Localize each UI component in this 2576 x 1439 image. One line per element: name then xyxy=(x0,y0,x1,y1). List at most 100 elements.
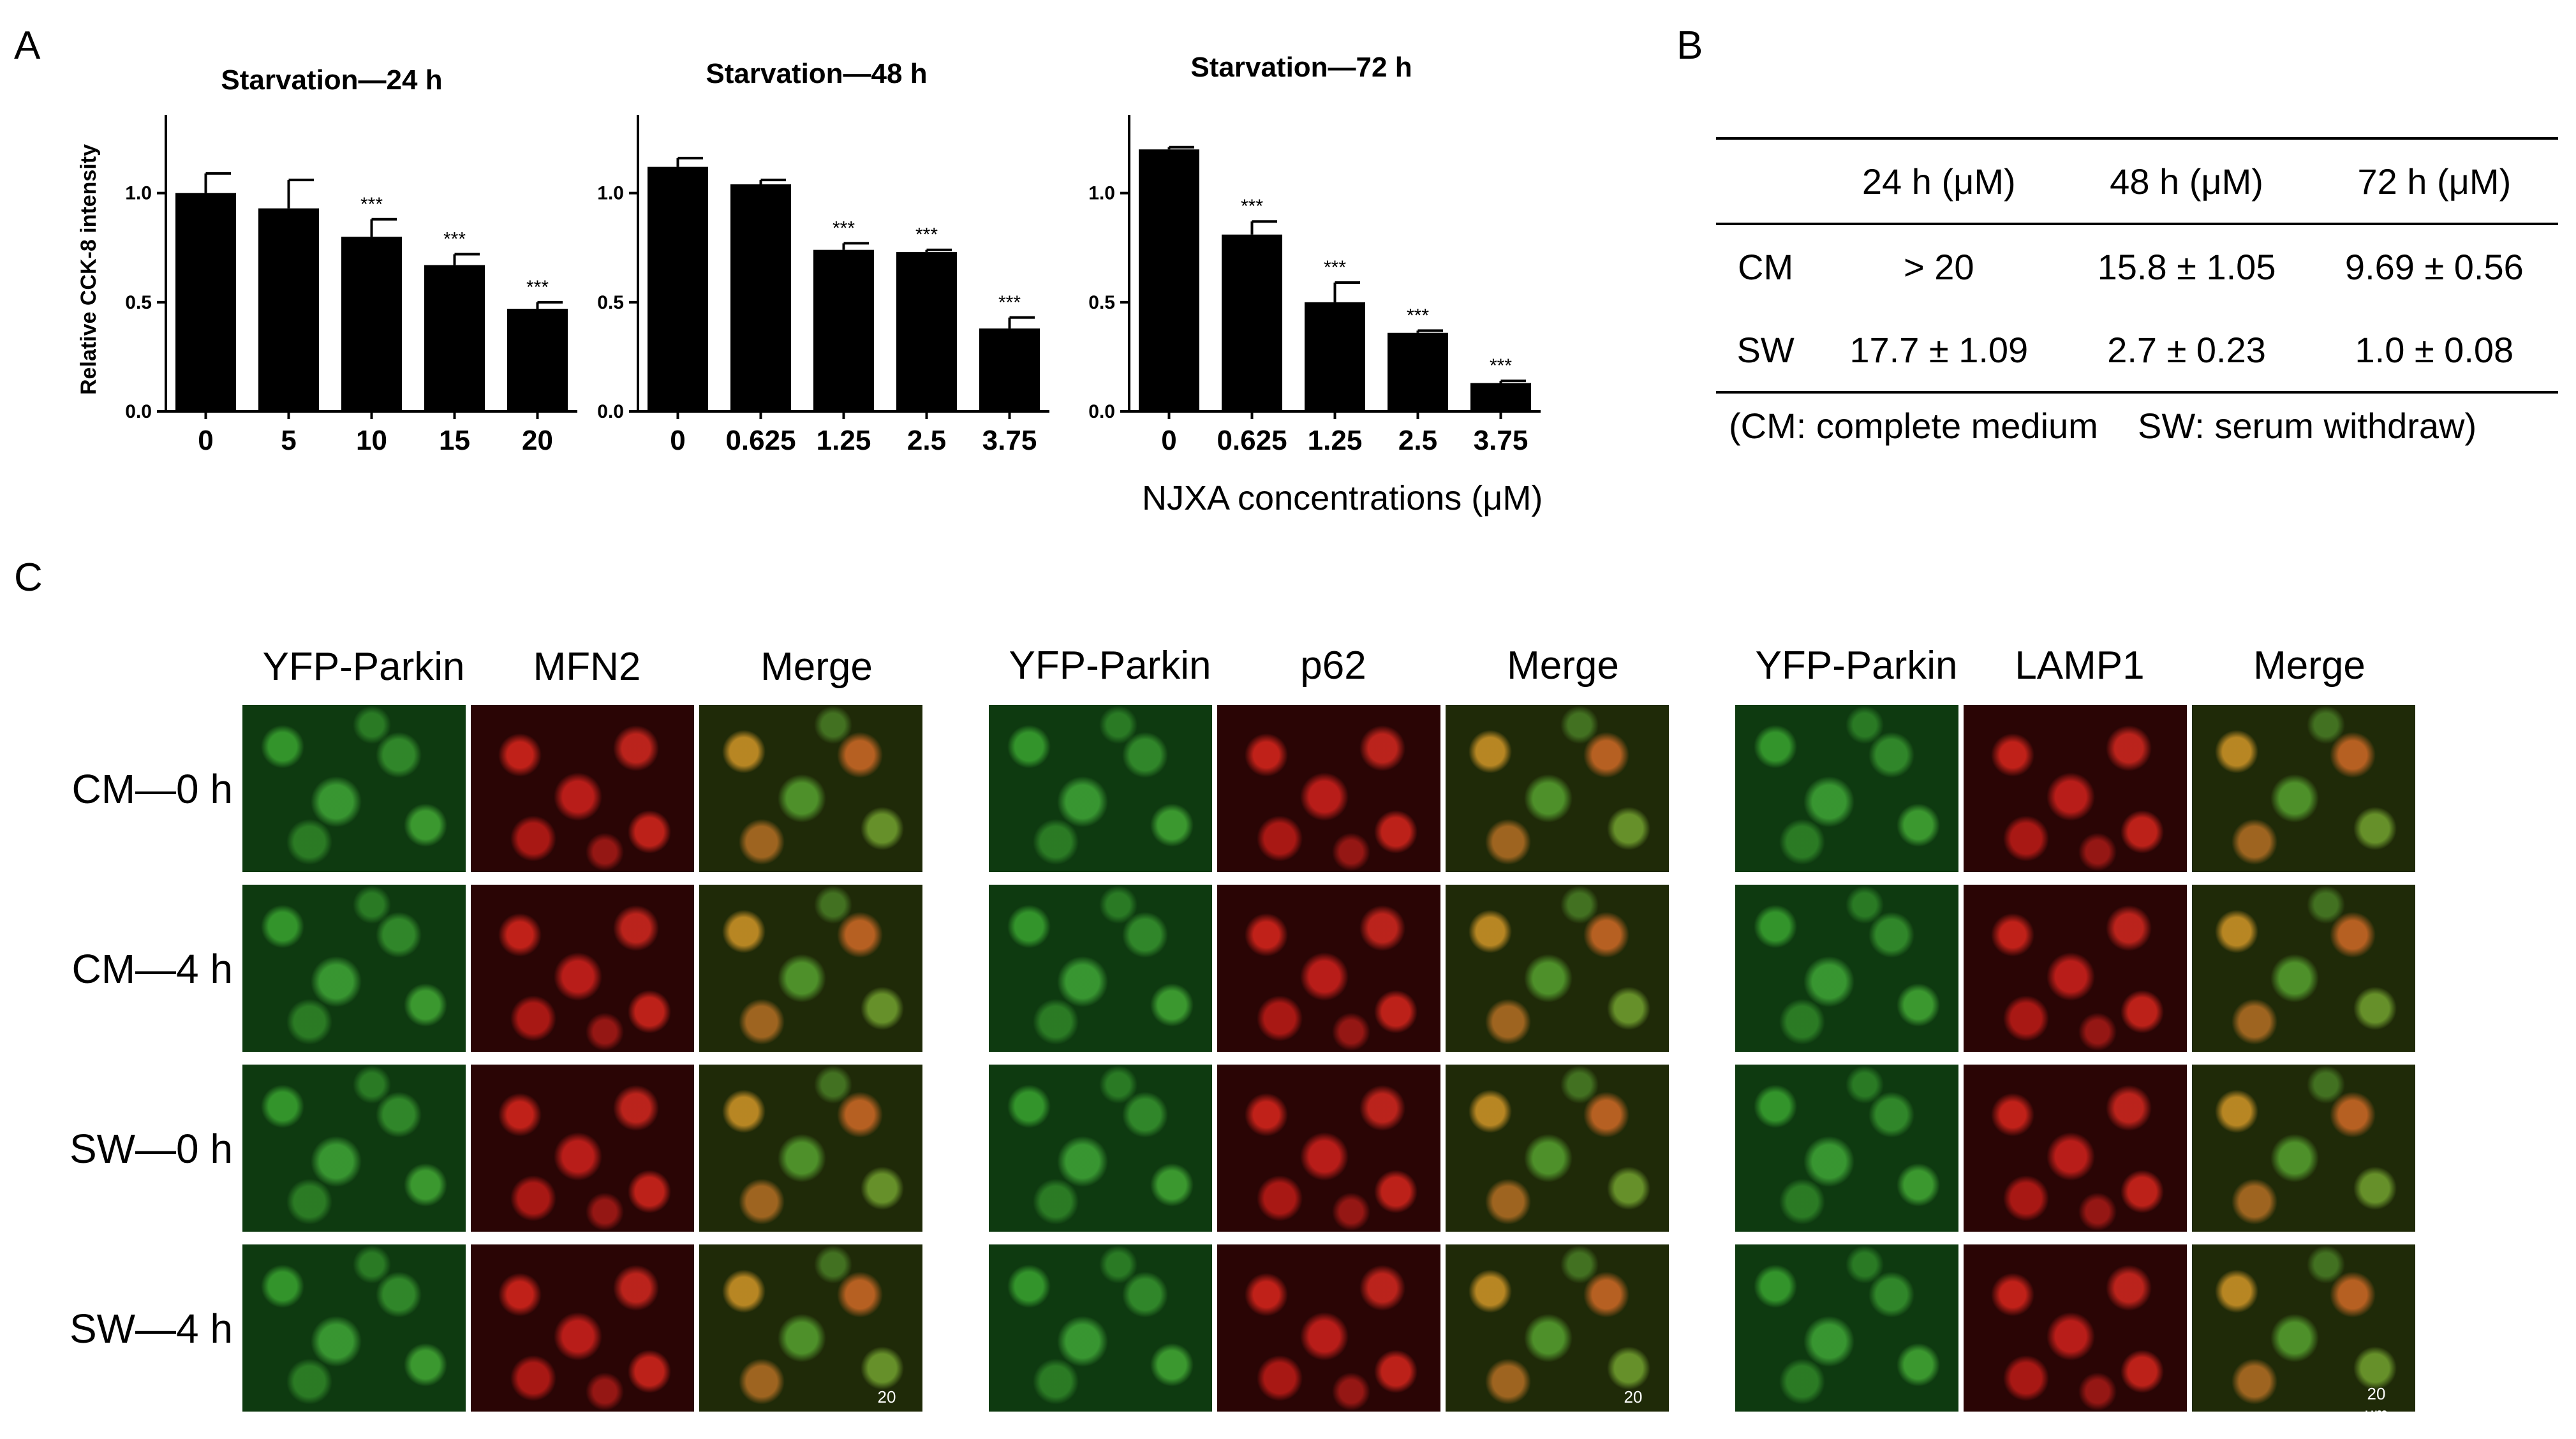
table-cell: SW xyxy=(1716,308,1816,394)
table-header-cell: 24 h (μM) xyxy=(1815,137,2063,225)
x-tick-label: 0.625 xyxy=(725,425,796,456)
significance-label: *** xyxy=(915,225,938,246)
marker-channel-image xyxy=(471,705,694,872)
x-tick-label: 3.75 xyxy=(982,425,1037,456)
marker-channel-image xyxy=(471,1244,694,1412)
y-tick-label: 0.0 xyxy=(1088,401,1115,422)
row-header: SW—4 h xyxy=(69,1306,233,1352)
bar xyxy=(648,166,708,411)
significance-label: *** xyxy=(360,194,383,215)
marker-channel-image xyxy=(1964,1244,2187,1412)
marker-channel-image xyxy=(1217,1065,1440,1232)
row-header: CM—4 h xyxy=(71,946,233,992)
x-tick-label: 15 xyxy=(439,425,470,456)
chart-title: Starvation—48 h xyxy=(706,58,927,89)
x-tick-label: 1.25 xyxy=(1308,425,1363,456)
bar xyxy=(341,237,402,411)
y-tick-label: 0.5 xyxy=(125,292,152,313)
y-tick-label: 1.0 xyxy=(597,183,624,204)
significance-label: *** xyxy=(833,218,855,239)
yfp-channel-image xyxy=(989,1244,1212,1412)
chart-title: Starvation—72 h xyxy=(1190,52,1412,83)
column-header: YFP-Parkin xyxy=(1009,644,1211,688)
scale-bar-line xyxy=(1620,1428,1646,1434)
bar xyxy=(813,249,874,411)
bar xyxy=(507,309,568,411)
merge-image xyxy=(1446,885,1669,1052)
significance-label: *** xyxy=(526,277,549,298)
table-cell: > 20 xyxy=(1904,246,1974,287)
bar xyxy=(730,184,791,411)
bar xyxy=(1222,234,1282,411)
yfp-channel-image xyxy=(242,885,466,1052)
significance-label: *** xyxy=(443,229,466,250)
y-tick-label: 0.5 xyxy=(1088,292,1115,313)
x-tick-label: 2.5 xyxy=(1398,425,1437,456)
marker-channel-image xyxy=(1964,1065,2187,1232)
table-footnote: (CM: complete medium SW: serum withdraw) xyxy=(1729,406,2477,446)
merge-image xyxy=(699,1244,922,1412)
y-tick-label: 1.0 xyxy=(1088,183,1115,204)
column-header: MFN2 xyxy=(533,645,641,689)
marker-channel-image xyxy=(1217,705,1440,872)
panel-label-b: B xyxy=(1677,24,1703,68)
panel-label-a: A xyxy=(14,24,41,68)
merge-image xyxy=(1446,1065,1669,1232)
row-header: SW—0 h xyxy=(69,1126,233,1172)
chart-title: Starvation—24 h xyxy=(221,64,442,96)
yfp-channel-image xyxy=(242,705,466,872)
bar xyxy=(424,265,485,411)
bar xyxy=(258,208,319,411)
table-row: CM > 20 15.8 ± 1.05 9.69 ± 0.56 xyxy=(1716,224,2558,308)
bar-chart-24h: Starvation—24 h 0.0 0.5 1.0 Relative CCK-8 i… xyxy=(77,64,577,456)
column-header: Merge xyxy=(2253,644,2365,688)
table-cell: CM xyxy=(1738,246,1794,287)
marker-channel-image xyxy=(1217,1244,1440,1412)
marker-channel-image xyxy=(1217,885,1440,1052)
table-header-cell: 48 h (μM) xyxy=(2062,137,2311,225)
table-header-row: 24 h (μM) 48 h (μM) 72 h (μM) xyxy=(1716,137,2558,225)
ic50-table: 24 h (μM) 48 h (μM) 72 h (μM) CM > 20 15… xyxy=(1716,137,2558,394)
yfp-channel-image xyxy=(989,1065,1212,1232)
significance-label: *** xyxy=(1324,257,1346,278)
column-header: p62 xyxy=(1300,644,1366,688)
y-tick-label: 1.0 xyxy=(125,183,152,204)
significance-label: *** xyxy=(1241,196,1263,217)
table-header-cell: 72 h (μM) xyxy=(2310,137,2558,225)
x-tick-label: 3.75 xyxy=(1474,425,1529,456)
scale-bar-line xyxy=(2364,1425,2389,1431)
x-tick-label: 10 xyxy=(356,425,387,456)
x-tick-label: 2.5 xyxy=(907,425,946,456)
table-cell: 2.7 ± 0.23 xyxy=(2062,308,2311,394)
yfp-channel-image xyxy=(989,705,1212,872)
merge-image xyxy=(1446,1244,1669,1412)
merge-image xyxy=(699,705,922,872)
bar xyxy=(1305,302,1365,411)
merge-image xyxy=(699,1065,922,1232)
table-row: SW 17.7 ± 1.09 2.7 ± 0.23 1.0 ± 0.08 xyxy=(1716,308,2558,394)
significance-label: *** xyxy=(1407,305,1429,326)
x-tick-label: 0 xyxy=(1161,425,1176,456)
merge-image xyxy=(2192,885,2415,1052)
scale-bar-line xyxy=(874,1428,899,1434)
yfp-channel-image xyxy=(1735,1065,1958,1232)
bar xyxy=(1139,149,1199,411)
merge-image xyxy=(2192,705,2415,872)
x-tick-label: 0.625 xyxy=(1217,425,1287,456)
x-tick-label: 0 xyxy=(198,425,213,456)
y-tick-label: 0.5 xyxy=(597,292,624,313)
merge-image xyxy=(699,885,922,1052)
bar xyxy=(1388,332,1448,411)
scale-bar: 20 μm xyxy=(864,1387,909,1434)
marker-channel-image xyxy=(471,885,694,1052)
yfp-channel-image xyxy=(242,1244,466,1412)
bar xyxy=(979,328,1040,411)
yfp-channel-image xyxy=(1735,705,1958,872)
x-tick-label: 1.25 xyxy=(817,425,871,456)
marker-channel-image xyxy=(1964,885,2187,1052)
scale-bar-label: 20 μm xyxy=(1621,1387,1645,1426)
table-cell: 9.69 ± 0.56 xyxy=(2344,246,2524,287)
y-tick-label: 0.0 xyxy=(125,401,152,422)
bar xyxy=(896,252,957,411)
table-cell: 1.0 ± 0.08 xyxy=(2310,308,2558,394)
